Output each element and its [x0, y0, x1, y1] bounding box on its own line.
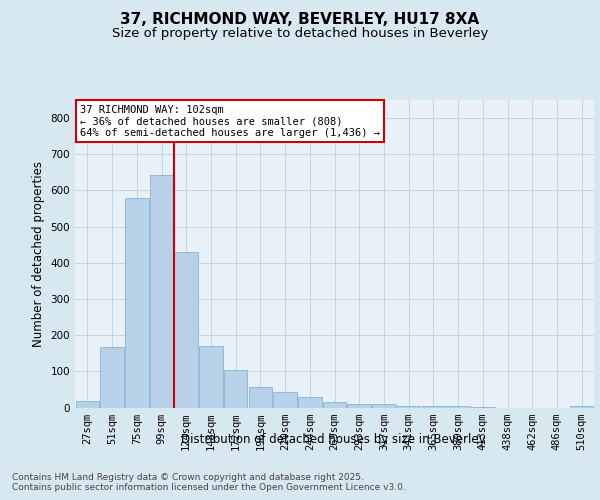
Text: Distribution of detached houses by size in Beverley: Distribution of detached houses by size …: [181, 432, 485, 446]
Text: 37 RICHMOND WAY: 102sqm
← 36% of detached houses are smaller (808)
64% of semi-d: 37 RICHMOND WAY: 102sqm ← 36% of detache…: [80, 104, 380, 138]
Bar: [199, 346, 223, 408]
Bar: [422, 406, 445, 407]
Bar: [471, 407, 494, 408]
Bar: [175, 252, 198, 408]
Text: 37, RICHMOND WAY, BEVERLEY, HU17 8XA: 37, RICHMOND WAY, BEVERLEY, HU17 8XA: [121, 12, 479, 28]
Bar: [150, 175, 173, 408]
Bar: [100, 346, 124, 408]
Bar: [397, 406, 421, 407]
Bar: [372, 404, 395, 407]
Bar: [298, 396, 322, 407]
Text: Size of property relative to detached houses in Beverley: Size of property relative to detached ho…: [112, 28, 488, 40]
Bar: [274, 392, 297, 407]
Text: Contains HM Land Registry data © Crown copyright and database right 2025.
Contai: Contains HM Land Registry data © Crown c…: [12, 472, 406, 492]
Bar: [76, 401, 99, 407]
Bar: [125, 198, 149, 408]
Bar: [323, 402, 346, 407]
Bar: [446, 406, 470, 407]
Y-axis label: Number of detached properties: Number of detached properties: [32, 161, 45, 347]
Bar: [248, 387, 272, 407]
Bar: [570, 406, 593, 407]
Bar: [347, 404, 371, 407]
Bar: [224, 370, 247, 408]
